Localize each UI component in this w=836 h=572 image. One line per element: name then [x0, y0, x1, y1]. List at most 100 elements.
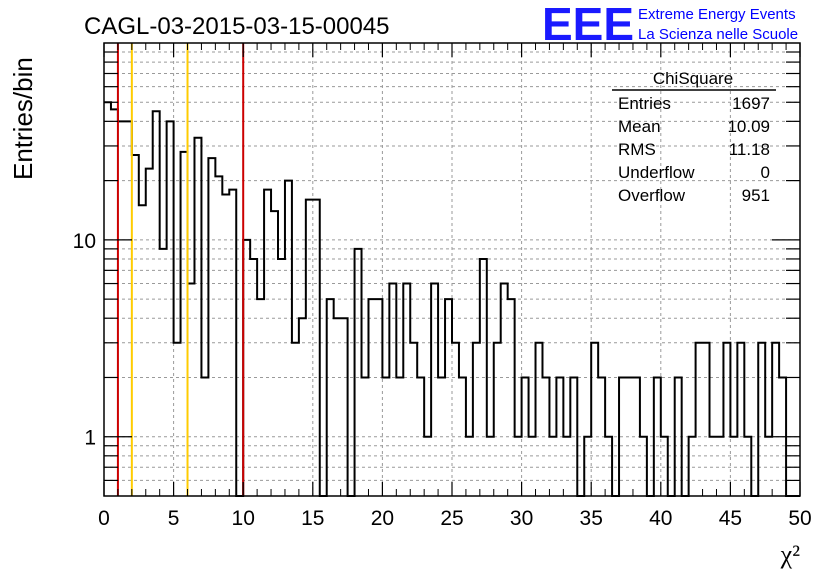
histogram-bin [160, 249, 167, 496]
histogram-bin [654, 377, 661, 496]
histogram-bin [292, 343, 299, 496]
histogram-bin [167, 121, 174, 496]
eee-logo-mark: EEE [542, 0, 634, 50]
histogram-bin [194, 138, 201, 496]
histogram-bin [111, 109, 118, 496]
stats-box: ChiSquare Entries 1697 Mean 10.09 RMS 11… [612, 69, 776, 205]
histogram-bin [640, 437, 647, 496]
histogram-bin [542, 377, 549, 496]
histogram-bin [480, 259, 487, 496]
stats-label-mean: Mean [618, 117, 661, 136]
histogram-bin [403, 284, 410, 496]
x-tick-label: 0 [98, 507, 110, 530]
x-tick-label: 40 [649, 507, 672, 530]
histogram-bin [250, 259, 257, 496]
x-tick-label: 45 [719, 507, 742, 530]
histogram-bin [765, 437, 772, 496]
histogram-bin [243, 240, 250, 496]
histogram-bin [153, 111, 160, 496]
tick-labels: 0 5 10 15 20 25 30 35 40 45 50 1 10 [73, 230, 812, 530]
histogram-bin [174, 343, 181, 496]
x-tick-label: 10 [232, 507, 255, 530]
x-tick-label: 25 [440, 507, 463, 530]
histogram-bin [215, 176, 222, 496]
histogram-bin [758, 343, 765, 496]
histogram-bin [438, 377, 445, 496]
histogram-step-line [104, 101, 800, 497]
histogram-bin [466, 437, 473, 496]
histogram-bin [522, 377, 529, 496]
histogram-bin [264, 190, 271, 496]
stats-label-rms: RMS [618, 140, 656, 159]
x-tick-label: 50 [788, 507, 811, 530]
histogram-bin [452, 343, 459, 496]
stats-label-entries: Entries [618, 94, 671, 113]
histogram-bin [459, 377, 466, 496]
histogram-bin [208, 158, 215, 496]
histogram-bin [730, 437, 737, 496]
histogram-bin [257, 299, 264, 496]
histogram-bin [424, 437, 431, 496]
tick-marks [103, 43, 801, 496]
histogram-bin [445, 299, 452, 496]
histogram-bin [723, 343, 730, 496]
histogram-bin [501, 284, 508, 496]
eee-logo-line1: Extreme Energy Events [638, 6, 796, 23]
histogram-bin [696, 343, 703, 496]
histogram-bin [396, 377, 403, 496]
stats-value-rms: 11.18 [729, 140, 770, 159]
histogram-bin [334, 318, 341, 496]
histogram-bin [591, 343, 598, 496]
histogram-bin [633, 377, 640, 496]
histogram-bin [584, 437, 591, 496]
histogram-bin [675, 377, 682, 496]
x-tick-label: 20 [371, 507, 394, 530]
histogram-bin [299, 318, 306, 496]
histogram-bin [139, 205, 146, 496]
eee-logo-line2: La Scienza nelle Scuole [638, 26, 798, 43]
eee-logo: EEE Extreme Energy Events La Scienza nel… [542, 0, 798, 50]
histogram-bin [661, 437, 668, 496]
histogram-bin [605, 437, 612, 496]
histogram-bin [473, 343, 480, 496]
x-axis-label: χ² [780, 540, 801, 569]
histogram-bin [619, 377, 626, 496]
histogram-bin [703, 343, 710, 496]
histogram-bin [368, 299, 375, 496]
histogram-bin [222, 195, 229, 496]
histogram-bin [689, 437, 696, 496]
histogram-bin [327, 299, 334, 496]
histogram-bin [549, 437, 556, 496]
stats-value-mean: 10.09 [727, 117, 770, 136]
histogram-bin [125, 121, 132, 496]
stats-title: ChiSquare [653, 69, 733, 88]
histogram-bin [313, 200, 320, 496]
histogram-bin [271, 211, 278, 496]
histogram-bin [355, 249, 362, 496]
histogram-bin [431, 284, 438, 496]
histogram-bin [285, 181, 292, 496]
y-tick-label: 1 [84, 427, 96, 450]
histogram-bin [188, 284, 195, 496]
histogram-bin [536, 343, 543, 496]
histogram-bin [181, 152, 188, 496]
histogram-bin [626, 377, 633, 496]
histogram-bin [744, 437, 751, 496]
histogram-bin [278, 259, 285, 496]
histogram-bin [508, 299, 515, 496]
x-tick-label: 35 [580, 507, 603, 530]
histogram-bin [201, 377, 208, 496]
histogram-bin [716, 437, 723, 496]
histogram-bin [306, 200, 313, 496]
histogram-bin [515, 437, 522, 496]
x-tick-label: 15 [301, 507, 324, 530]
histogram-bin [563, 437, 570, 496]
histogram-bin [132, 155, 139, 496]
cut-lines [116, 43, 245, 496]
stats-label-underflow: Underflow [618, 163, 695, 182]
chart-title: CAGL-03-2015-03-15-00045 [84, 13, 390, 40]
y-axis-label: Entries/bin [8, 57, 38, 180]
histogram-bin [362, 377, 369, 496]
histogram-bin [737, 343, 744, 496]
